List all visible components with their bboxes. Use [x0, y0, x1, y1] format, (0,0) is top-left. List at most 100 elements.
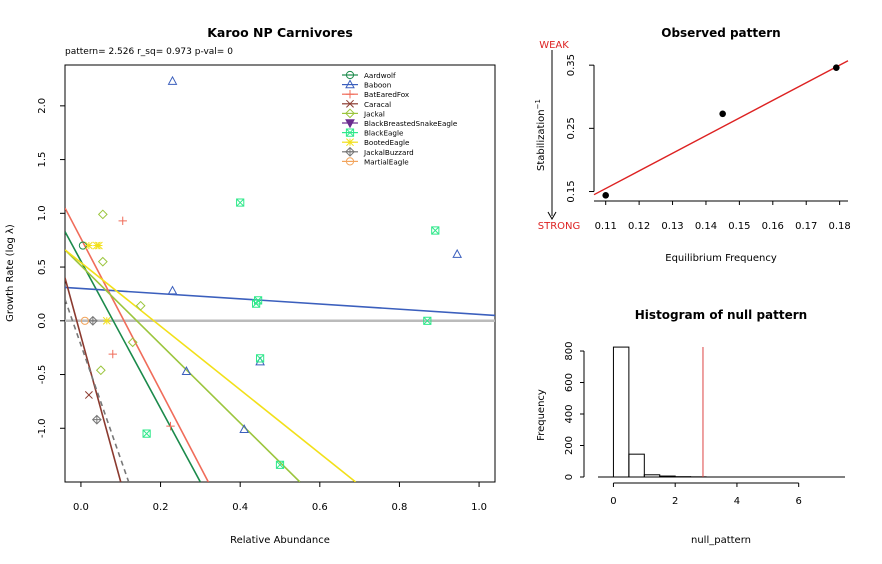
point-bootedeagle: [84, 241, 93, 250]
histogram-x-tick-label: 4: [734, 496, 740, 507]
point-blackeagle: [236, 198, 245, 207]
point-jackal: [135, 300, 146, 311]
fit-line-batearedfox: [65, 207, 210, 482]
point-batearedfox: [108, 349, 117, 359]
legend-label-aardwolf: Aardwolf: [364, 71, 396, 80]
main-y-axis-label: Growth Rate (log λ): [5, 224, 16, 322]
legend-label-batearedfox: BatEaredFox: [364, 90, 410, 99]
observed-point: [833, 64, 840, 71]
histogram-y-tick-label: 400: [564, 404, 575, 423]
point-blackeagle: [275, 460, 285, 469]
main-y-tick-label: 0.0: [37, 313, 48, 329]
main-x-tick-label: 0.8: [391, 502, 407, 513]
histogram-y-tick-label: 200: [564, 436, 575, 455]
main-y-tick-label: 1.0: [37, 205, 48, 221]
legend-marker-aardwolf: [345, 70, 355, 80]
point-martialeagle: [80, 316, 90, 325]
main-x-tick-label: 0.4: [232, 502, 248, 513]
main-plot-frame: [64, 64, 496, 483]
histogram-y-tick-label: 800: [564, 341, 575, 360]
main-legend: AardwolfBaboonBatEaredFoxCaracalJackalBl…: [342, 70, 458, 166]
point-blackeagle: [431, 226, 440, 235]
observed-x-axis-label: Equilibrium Frequency: [665, 253, 777, 264]
weak-label: WEAK: [539, 40, 569, 51]
point-baboon: [255, 356, 265, 366]
fit-line-jackal: [65, 249, 301, 482]
observed-y-tick-label: 0.25: [566, 117, 577, 139]
observed-point: [602, 192, 609, 199]
legend-label-blackbreastedsnakeeagle: BlackBreastedSnakeEagle: [364, 119, 458, 128]
legend-label-baboon: Baboon: [364, 81, 391, 90]
main-x-tick-label: 1.0: [471, 502, 487, 513]
observed-y-tick-label: 0.15: [566, 180, 577, 202]
legend-marker-baboon: [345, 79, 355, 89]
legend-label-jackal: Jackal: [363, 109, 385, 118]
point-bootedeagle: [94, 241, 103, 250]
histogram-bar: [628, 453, 645, 478]
main-y-tick-label: 1.5: [37, 152, 48, 168]
observed-y-axis-label: Stabilization−1: [534, 99, 547, 171]
histogram-x-axis-label: null_pattern: [691, 535, 751, 546]
point-baboon: [181, 366, 192, 376]
main-y-tick-label: -0.5: [37, 365, 48, 385]
main-y-tick-label: 2.0: [37, 98, 48, 114]
observed-x-tick-label: 0.12: [628, 221, 650, 232]
observed-x-tick-label: 0.13: [661, 221, 683, 232]
histogram-panel: Histogram of null pattern Frequency null…: [536, 308, 845, 546]
point-blackeagle: [252, 299, 261, 308]
stabilization-arrowhead: [547, 211, 557, 221]
legend-marker-blackeagle: [345, 128, 355, 137]
main-x-tick-label: 0.2: [153, 502, 169, 513]
observed-y-label-text: Stabilization: [536, 109, 547, 171]
point-caracal: [84, 390, 93, 399]
histogram-bar: [659, 475, 676, 478]
legend-label-jackalbuzzard: JackalBuzzard: [363, 148, 414, 157]
point-jackalbuzzard: [87, 315, 98, 326]
histogram-bar: [612, 346, 630, 478]
point-baboon: [239, 424, 250, 434]
point-baboon: [167, 75, 178, 85]
point-jackal: [97, 209, 108, 220]
observed-fit-line: [593, 60, 849, 196]
legend-label-blackeagle: BlackEagle: [364, 129, 404, 138]
histogram-x-tick-label: 2: [672, 496, 678, 507]
point-jackalbuzzard: [91, 414, 102, 425]
fit-line-baboon: [65, 286, 495, 317]
point-jackal: [97, 256, 108, 267]
observed-pattern-panel: Observed pattern WEAK STRONG Stabilizati…: [534, 26, 851, 264]
histogram-x-tick-label: 0: [610, 496, 616, 507]
observed-point: [719, 110, 726, 118]
point-baboon: [167, 285, 178, 295]
main-x-tick-label: 0.6: [312, 502, 328, 513]
legend-marker-jackalbuzzard: [345, 146, 355, 157]
main-x-tick-label: 0.0: [73, 502, 89, 513]
observed-y-label-superscript: −1: [534, 99, 542, 109]
main-y-tick-label: -1.0: [37, 419, 48, 439]
fit-line-jackalbuzzard: [65, 299, 130, 482]
legend-marker-caracal: [346, 99, 354, 108]
observed-y-tick-label: 0.35: [566, 54, 577, 76]
main-chart-title: Karoo NP Carnivores: [207, 25, 353, 40]
point-batearedfox: [118, 216, 127, 226]
point-blackeagle: [142, 429, 151, 438]
legend-label-caracal: Caracal: [364, 100, 391, 109]
observed-x-tick-label: 0.16: [762, 221, 784, 232]
main-x-axis-label: Relative Abundance: [230, 535, 330, 546]
histogram-y-tick-label: 600: [564, 373, 575, 392]
histogram-y-tick-label: 0: [564, 474, 575, 480]
point-jackal: [95, 365, 106, 376]
point-bootedeagle: [102, 316, 111, 325]
main-chart-subtitle: pattern= 2.526 r_sq= 0.973 p-val= 0: [65, 47, 233, 57]
observed-x-tick-label: 0.18: [829, 221, 851, 232]
fit-line-aardwolf: [65, 231, 202, 482]
point-blackeagle: [255, 354, 265, 363]
point-jackal: [127, 337, 138, 348]
legend-marker-batearedfox: [345, 90, 355, 99]
legend-marker-blackbreastedsnakeeagle: [345, 119, 355, 129]
observed-x-tick-label: 0.11: [595, 221, 617, 232]
growth-rate-panel: Karoo NP Carnivores pattern= 2.526 r_sq=…: [5, 25, 496, 546]
histogram-x-tick-label: 6: [796, 496, 802, 507]
legend-marker-jackal: [345, 108, 355, 119]
legend-label-martialeagle: MartialEagle: [364, 157, 409, 166]
